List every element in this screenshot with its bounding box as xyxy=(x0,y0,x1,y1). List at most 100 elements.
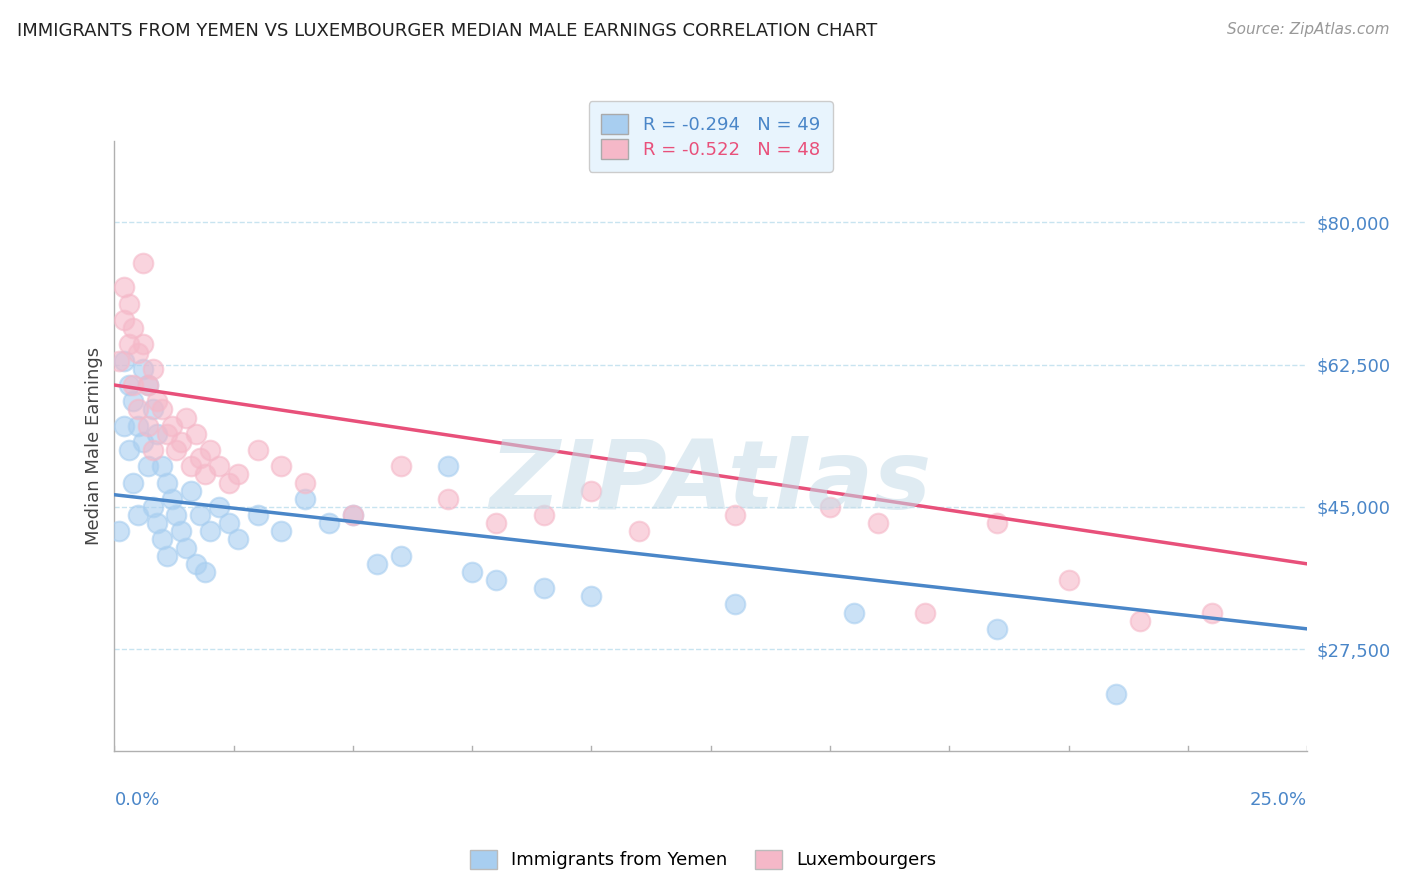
Point xyxy=(208,500,231,514)
Point xyxy=(122,321,145,335)
Point xyxy=(170,524,193,539)
Point xyxy=(842,606,865,620)
Point xyxy=(581,483,603,498)
Point xyxy=(146,516,169,531)
Point xyxy=(533,581,555,595)
Point xyxy=(136,378,159,392)
Point xyxy=(270,459,292,474)
Point xyxy=(132,256,155,270)
Point xyxy=(389,459,412,474)
Point xyxy=(142,402,165,417)
Point xyxy=(866,516,889,531)
Point xyxy=(533,508,555,522)
Point xyxy=(156,475,179,490)
Point xyxy=(194,467,217,482)
Point xyxy=(136,459,159,474)
Point xyxy=(461,565,484,579)
Point xyxy=(986,516,1008,531)
Point xyxy=(122,475,145,490)
Point xyxy=(218,475,240,490)
Point xyxy=(156,426,179,441)
Point xyxy=(174,541,197,555)
Point xyxy=(118,297,141,311)
Point xyxy=(170,434,193,449)
Point xyxy=(136,378,159,392)
Point xyxy=(818,500,841,514)
Point xyxy=(1105,687,1128,701)
Point xyxy=(150,402,173,417)
Point xyxy=(628,524,651,539)
Point xyxy=(318,516,340,531)
Point xyxy=(156,549,179,563)
Point xyxy=(142,443,165,458)
Point xyxy=(180,483,202,498)
Point xyxy=(184,557,207,571)
Text: ZIPAtlas: ZIPAtlas xyxy=(489,436,932,529)
Point xyxy=(132,434,155,449)
Point xyxy=(127,418,149,433)
Point xyxy=(112,353,135,368)
Point xyxy=(146,394,169,409)
Point xyxy=(1129,614,1152,628)
Point xyxy=(184,426,207,441)
Point xyxy=(174,410,197,425)
Point xyxy=(723,508,745,522)
Point xyxy=(246,443,269,458)
Point xyxy=(485,573,508,587)
Point xyxy=(194,565,217,579)
Point xyxy=(150,459,173,474)
Point xyxy=(342,508,364,522)
Point xyxy=(136,418,159,433)
Text: 25.0%: 25.0% xyxy=(1250,791,1308,809)
Point xyxy=(180,459,202,474)
Point xyxy=(160,491,183,506)
Point xyxy=(112,313,135,327)
Y-axis label: Median Male Earnings: Median Male Earnings xyxy=(86,347,103,545)
Point xyxy=(228,533,250,547)
Point xyxy=(437,491,460,506)
Point xyxy=(389,549,412,563)
Point xyxy=(165,508,187,522)
Point xyxy=(122,394,145,409)
Point xyxy=(132,361,155,376)
Point xyxy=(160,418,183,433)
Point xyxy=(188,451,211,466)
Point xyxy=(366,557,388,571)
Point xyxy=(437,459,460,474)
Legend: Immigrants from Yemen, Luxembourgers: Immigrants from Yemen, Luxembourgers xyxy=(461,840,945,879)
Point xyxy=(127,508,149,522)
Point xyxy=(127,345,149,359)
Point xyxy=(986,622,1008,636)
Point xyxy=(122,378,145,392)
Point xyxy=(146,426,169,441)
Point xyxy=(165,443,187,458)
Point xyxy=(228,467,250,482)
Point xyxy=(581,590,603,604)
Point xyxy=(208,459,231,474)
Point xyxy=(270,524,292,539)
Text: Source: ZipAtlas.com: Source: ZipAtlas.com xyxy=(1226,22,1389,37)
Point xyxy=(112,280,135,294)
Point xyxy=(127,402,149,417)
Point xyxy=(142,361,165,376)
Point xyxy=(198,443,221,458)
Text: 0.0%: 0.0% xyxy=(114,791,160,809)
Point xyxy=(342,508,364,522)
Text: IMMIGRANTS FROM YEMEN VS LUXEMBOURGER MEDIAN MALE EARNINGS CORRELATION CHART: IMMIGRANTS FROM YEMEN VS LUXEMBOURGER ME… xyxy=(17,22,877,40)
Point xyxy=(246,508,269,522)
Point xyxy=(108,353,131,368)
Point xyxy=(485,516,508,531)
Point xyxy=(112,418,135,433)
Point xyxy=(188,508,211,522)
Point xyxy=(142,500,165,514)
Legend: R = -0.294   N = 49, R = -0.522   N = 48: R = -0.294 N = 49, R = -0.522 N = 48 xyxy=(589,102,832,172)
Point xyxy=(118,337,141,351)
Point xyxy=(118,443,141,458)
Point xyxy=(108,524,131,539)
Point xyxy=(294,475,316,490)
Point xyxy=(132,337,155,351)
Point xyxy=(723,598,745,612)
Point xyxy=(1057,573,1080,587)
Point xyxy=(914,606,936,620)
Point xyxy=(150,533,173,547)
